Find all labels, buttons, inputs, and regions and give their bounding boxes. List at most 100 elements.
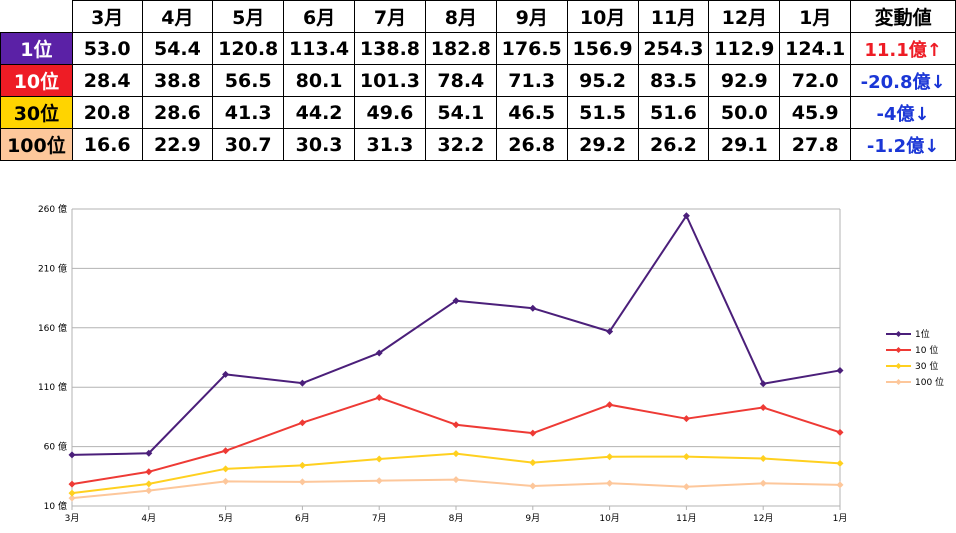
x-tick-label: 4月 [141,513,156,524]
data-point [222,370,230,378]
month-header: 3月 [71,0,143,33]
legend-label: 30 位 [915,360,938,372]
month-header: 10月 [566,0,639,33]
data-point [375,394,383,402]
value-cell: 53.0 [71,32,143,65]
y-tick-label: 110 億 [38,381,67,393]
legend-swatch-marker [895,363,902,369]
value-cell: 26.8 [495,128,568,161]
data-point [682,212,690,220]
data-point [298,461,306,469]
data-point [682,415,690,423]
data-point [452,297,460,305]
rank-label: 30位 [0,96,73,129]
value-cell: 46.5 [495,96,568,129]
y-tick-label: 10 億 [44,500,67,512]
change-header: 変動値 [850,0,956,33]
value-cell: 95.2 [566,64,639,97]
value-cell: 26.2 [637,128,710,161]
data-point [145,468,153,476]
data-point [375,349,383,357]
y-tick-label: 210 億 [38,262,67,274]
legend-label: 1位 [915,328,930,340]
value-cell: 41.3 [212,96,285,129]
data-point [836,459,844,467]
y-tick-label: 60 億 [44,441,67,453]
table-row: 10位 28.4 38.8 56.5 80.1 101.3 78.4 71.3 95.2 83.5… [0,64,956,97]
x-tick-label: 7月 [372,513,387,524]
value-cell: 176.5 [495,32,568,65]
data-point [298,379,306,387]
x-tick-label: 8月 [449,513,464,524]
value-cell: 72.0 [779,64,852,97]
value-cell: 28.6 [141,96,214,129]
data-point [222,477,230,485]
value-cell: 28.4 [71,64,143,97]
x-tick-label: 1月 [833,513,848,524]
data-point [529,459,537,467]
chart-axes: 10 億 60 億 110 億 160 億 210 億 260 億 3月 4月 5月 6月 7月 8月… [38,203,847,524]
value-cell: 54.4 [141,32,214,65]
value-cell: 50.0 [708,96,781,129]
change-value: 11.1億↑ [850,32,956,65]
x-tick-label: 11月 [676,513,696,524]
data-point [452,450,460,458]
data-point [222,465,230,473]
table-body: 1位 53.0 54.4 120.8 113.4 138.8 182.8 176.5 156.9… [0,32,956,161]
x-tick-label: 9月 [525,513,540,524]
header-row: 3月 4月 5月 6月 7月 8月 9月 10月 11月 12月 1月 変動値 [0,0,956,33]
data-point [452,476,460,484]
legend-label: 10 位 [915,344,938,356]
data-point [68,494,76,502]
data-point [529,482,537,490]
value-cell: 16.6 [71,128,143,161]
month-header: 12月 [708,0,781,33]
rank-label: 10位 [0,64,73,97]
value-cell: 51.6 [637,96,710,129]
value-cell: 78.4 [424,64,497,97]
x-tick-label: 12月 [753,513,773,524]
value-cell: 113.4 [283,32,356,65]
value-cell: 83.5 [637,64,710,97]
data-point [452,421,460,429]
data-point [606,453,614,461]
value-cell: 124.1 [779,32,852,65]
change-value: -4億↓ [850,96,956,129]
value-cell: 45.9 [779,96,852,129]
data-point [145,487,153,495]
data-point [606,401,614,409]
value-cell: 101.3 [354,64,426,97]
month-header: 9月 [495,0,568,33]
value-cell: 51.5 [566,96,639,129]
value-cell: 29.2 [566,128,639,161]
table-header: 3月 4月 5月 6月 7月 8月 9月 10月 11月 12月 1月 変動値 [0,0,956,33]
month-header: 1月 [779,0,852,33]
line-chart: 10 億 60 億 110 億 160 億 210 億 260 億 3月 4月 5月 6月 7月 8月… [38,203,944,524]
x-tick-label: 5月 [218,513,233,524]
month-header: 7月 [354,0,426,33]
value-cell: 182.8 [424,32,497,65]
value-cell: 20.8 [71,96,143,129]
value-cell: 32.2 [424,128,497,161]
data-point [68,480,76,488]
value-cell: 112.9 [708,32,781,65]
value-cell: 30.7 [212,128,285,161]
series-lines [68,212,844,502]
data-point [836,481,844,489]
data-point [682,453,690,461]
data-point [836,428,844,436]
chart-legend: 1位 10 位 30 位 100 位 [886,328,944,388]
corner-cell [0,0,73,33]
data-point [145,480,153,488]
value-cell: 71.3 [495,64,568,97]
data-point [759,454,767,462]
value-cell: 54.1 [424,96,497,129]
month-header: 11月 [637,0,710,33]
data-point [298,478,306,486]
value-cell: 30.3 [283,128,356,161]
rank-label: 1位 [0,32,73,65]
series-line-1 [71,396,841,486]
rank-label: 100位 [0,128,73,161]
data-point [145,449,153,457]
legend-swatch-marker [895,331,902,337]
